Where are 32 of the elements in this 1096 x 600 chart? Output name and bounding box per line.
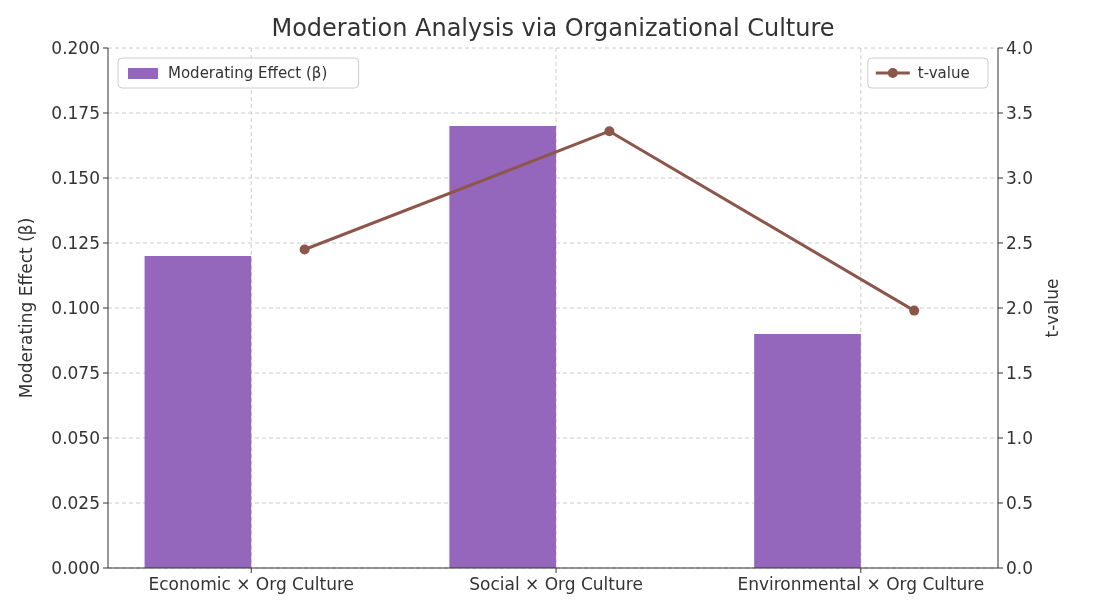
x-tick-label: Economic × Org Culture — [148, 574, 354, 594]
y-axis-title: Moderating Effect (β) — [16, 217, 36, 399]
y2-tick-label: 4.0 — [1006, 37, 1034, 58]
y2-tick-label: 1.5 — [1006, 362, 1034, 383]
legend-label: Moderating Effect (β) — [168, 64, 328, 82]
y2-tick-label: 3.5 — [1006, 102, 1034, 123]
y-tick-label: 0.150 — [51, 167, 100, 188]
y-tick-label: 0.100 — [51, 297, 100, 318]
y-tick-label: 0.075 — [51, 362, 100, 383]
y-tick-label: 0.025 — [51, 492, 100, 513]
chart-title: Moderation Analysis via Organizational Culture — [271, 14, 835, 42]
point — [299, 244, 310, 255]
y2-tick-label: 2.0 — [1006, 297, 1034, 318]
bar — [144, 256, 252, 568]
y2-tick-label: 0.0 — [1006, 557, 1034, 578]
y2-tick-label: 3.0 — [1006, 167, 1034, 188]
y-tick-label: 0.000 — [51, 557, 100, 578]
y-tick-label: 0.050 — [51, 427, 100, 448]
y-tick-label: 0.125 — [51, 232, 100, 253]
legend-label: t-value — [917, 64, 970, 82]
y-tick-label: 0.200 — [51, 37, 100, 58]
y-tick-label: 0.175 — [51, 102, 100, 123]
x-tick-label: Environmental × Org Culture — [737, 574, 985, 594]
point — [909, 305, 920, 316]
y2-axis-title: t-value — [1042, 278, 1062, 338]
bar — [754, 334, 861, 568]
y2-tick-label: 0.5 — [1006, 492, 1034, 513]
y2-tick-label: 2.5 — [1006, 232, 1034, 253]
x-tick-label: Social × Org Culture — [469, 574, 643, 594]
point — [604, 126, 615, 137]
y2-tick-label: 1.0 — [1006, 427, 1034, 448]
bar — [449, 126, 557, 568]
